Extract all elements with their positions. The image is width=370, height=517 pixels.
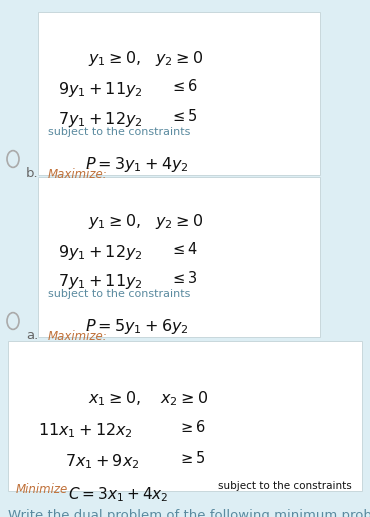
Text: $x_1 \geq 0,$: $x_1 \geq 0,$: [88, 389, 141, 408]
Text: $\geq 6$: $\geq 6$: [178, 419, 206, 435]
Text: $y_1 \geq 0,$: $y_1 \geq 0,$: [88, 212, 141, 231]
FancyBboxPatch shape: [38, 177, 320, 337]
Text: Maximize:: Maximize:: [48, 330, 108, 343]
Text: $y_1 \geq 0,$: $y_1 \geq 0,$: [88, 49, 141, 68]
Text: $9y_1 + 11y_2$: $9y_1 + 11y_2$: [58, 80, 143, 99]
Text: $\leq 3$: $\leq 3$: [170, 270, 198, 286]
Text: $x_2 \geq 0$: $x_2 \geq 0$: [160, 389, 208, 408]
Text: $\leq 4$: $\leq 4$: [170, 241, 198, 257]
Text: $\leq 6$: $\leq 6$: [170, 78, 198, 94]
Text: $11x_1 + 12x_2$: $11x_1 + 12x_2$: [38, 421, 133, 439]
Text: b.: b.: [26, 167, 38, 180]
Text: Maximize:: Maximize:: [48, 168, 108, 181]
FancyBboxPatch shape: [38, 12, 320, 175]
FancyBboxPatch shape: [8, 341, 362, 491]
Text: $C = 3x_1 + 4x_2$: $C = 3x_1 + 4x_2$: [68, 485, 168, 504]
Text: $7y_1 + 11y_2$: $7y_1 + 11y_2$: [58, 272, 143, 291]
Text: subject to the constraints: subject to the constraints: [48, 289, 191, 299]
Text: Write the dual problem of the following minimum problem.: Write the dual problem of the following …: [8, 509, 370, 517]
Text: $7y_1 + 12y_2$: $7y_1 + 12y_2$: [58, 110, 143, 129]
Text: a.: a.: [26, 329, 38, 342]
Text: $\leq 5$: $\leq 5$: [170, 108, 198, 124]
Text: $9y_1 + 12y_2$: $9y_1 + 12y_2$: [58, 243, 143, 262]
Text: subject to the constraints: subject to the constraints: [48, 127, 191, 137]
Text: $y_2 \geq 0$: $y_2 \geq 0$: [155, 49, 203, 68]
Text: $\geq 5$: $\geq 5$: [178, 450, 206, 466]
Text: $P = 5y_1 + 6y_2$: $P = 5y_1 + 6y_2$: [85, 317, 189, 336]
Text: $y_2 \geq 0$: $y_2 \geq 0$: [155, 212, 203, 231]
Text: $7x_1 + 9x_2$: $7x_1 + 9x_2$: [65, 452, 139, 470]
Text: subject to the constraints: subject to the constraints: [218, 481, 352, 491]
Text: Minimize: Minimize: [16, 483, 68, 496]
Text: $P = 3y_1 + 4y_2$: $P = 3y_1 + 4y_2$: [85, 155, 189, 174]
